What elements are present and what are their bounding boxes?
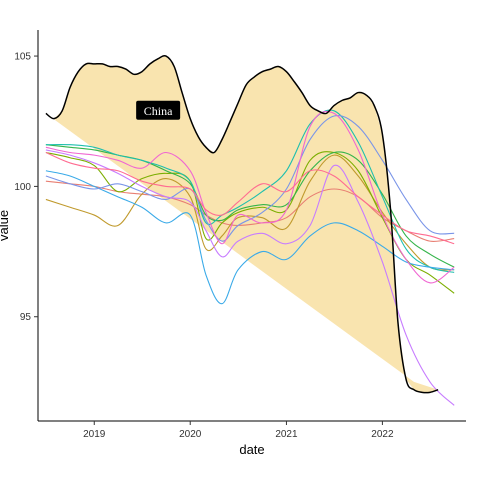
series-line-3: [45, 151, 455, 294]
highlight-layer: [45, 54, 439, 394]
x-tick-label: 2022: [371, 429, 394, 440]
y-tick-label: 95: [20, 312, 32, 323]
series-line-10: [45, 152, 455, 245]
annotation-layer: China: [136, 100, 181, 120]
series-line-5: [45, 109, 455, 273]
series-line-7: [45, 114, 455, 242]
series-line-6: [45, 170, 455, 305]
highlight-series-line: [45, 54, 439, 394]
x-tick-label: 2020: [179, 429, 202, 440]
annotation-label: China: [144, 104, 173, 118]
x-tick-label: 2021: [275, 429, 298, 440]
x-tick-label: 2019: [83, 429, 106, 440]
annotation-label-box: [136, 100, 181, 120]
series-layer: [45, 109, 455, 406]
series-line-8: [45, 149, 455, 406]
x-axis-title: date: [239, 442, 264, 457]
y-tick-label: 105: [14, 52, 31, 63]
y-axis-title: value: [0, 210, 11, 241]
highlight-ribbon: [45, 56, 439, 393]
ribbon-layer: [45, 56, 439, 393]
series-line-2: [45, 154, 455, 271]
y-tick-label: 100: [14, 182, 31, 193]
axes-layer: 95 100 105 2019 2020 2021 2022: [14, 30, 466, 440]
